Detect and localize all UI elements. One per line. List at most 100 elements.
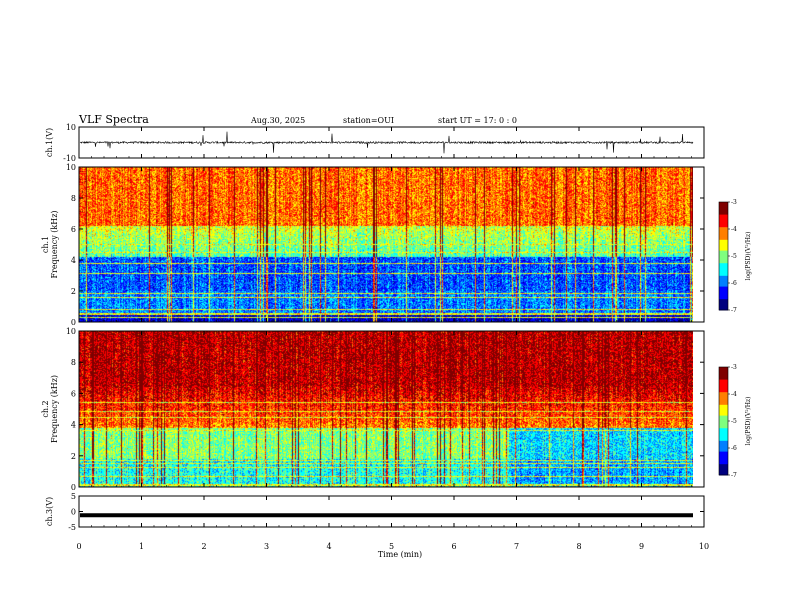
colorbar-swatch <box>719 290 728 293</box>
colorbar-swatch <box>719 392 728 395</box>
colorbar-swatch <box>719 248 728 252</box>
ch2-colorbar: -3 -4 -5 -6 -7 log(PSD)(V²/Hz) <box>718 364 752 479</box>
colorbar-swatch <box>719 428 728 431</box>
colorbar-swatch <box>719 419 728 422</box>
colorbar-swatch <box>719 220 728 223</box>
colorbar-swatch <box>719 433 728 436</box>
colorbar-swatch <box>719 306 728 309</box>
y-tick-label: 0 <box>71 508 76 517</box>
colorbar-swatch <box>719 457 728 460</box>
colorbar-swatch <box>719 286 728 289</box>
colorbar-swatch <box>719 394 728 397</box>
y-tick-label: 8 <box>71 194 76 203</box>
y-tick-label: 2 <box>71 452 76 461</box>
colorbar-tick-label: -7 <box>731 307 737 314</box>
colorbar-tick-label: -6 <box>731 280 737 287</box>
panel-frame <box>78 495 705 528</box>
colorbar-swatch <box>719 207 728 210</box>
colorbar-swatch <box>719 284 728 288</box>
x-axis-label: Time (min) <box>378 550 422 559</box>
colorbar-swatch <box>719 257 728 261</box>
colorbar-swatch <box>719 211 728 214</box>
colorbar-swatch <box>719 386 728 390</box>
colorbar-swatch <box>719 381 728 384</box>
date-label: Aug.30, 2025 <box>250 116 305 125</box>
y-axis-channel-label: ch.1 <box>41 236 50 253</box>
colorbar-swatch <box>719 446 728 449</box>
colorbar-swatch <box>719 202 728 205</box>
x-tick-label: 10 <box>699 542 709 551</box>
figure-title: VLF Spectra <box>78 113 149 126</box>
colorbar-swatch <box>719 430 728 433</box>
y-axis-label: Frequency (kHz) <box>50 375 59 443</box>
colorbar-swatch <box>719 292 728 295</box>
colorbar-swatch <box>719 301 728 304</box>
x-tick-label: 3 <box>264 542 269 551</box>
colorbar-label: log(PSD)(V²/Hz) <box>745 397 752 446</box>
y-tick-label: 6 <box>71 225 76 234</box>
colorbar-swatch <box>719 270 728 273</box>
colorbar-swatch <box>719 299 728 302</box>
y-axis-label: ch.3(V) <box>45 497 54 526</box>
spectrogram-canvas <box>79 331 693 487</box>
colorbar-tick-label: -7 <box>731 472 737 479</box>
colorbar-swatch <box>719 440 728 444</box>
x-tick-label: 7 <box>514 542 519 551</box>
colorbar-swatch <box>719 466 728 469</box>
colorbar-swatch <box>719 234 728 237</box>
y-tick-label: 2 <box>71 287 76 296</box>
colorbar-swatch <box>719 431 728 435</box>
colorbar-swatch <box>719 245 728 248</box>
colorbar-swatch <box>719 218 728 221</box>
y-tick-label: 0 <box>71 483 76 492</box>
colorbar-swatch <box>719 467 728 471</box>
y-tick-label: -5 <box>68 523 76 532</box>
colorbar-swatch <box>719 227 728 230</box>
spectrogram-canvas <box>79 167 693 322</box>
y-tick-label: 5 <box>71 492 76 501</box>
colorbar-swatch <box>719 275 728 279</box>
ch1-spectrogram-panel: 0 2 4 6 8 10 ch.1 Frequency (kHz) <box>41 163 705 327</box>
ch3-waveform-panel: 5 0 -5 ch.3(V) <box>45 492 705 532</box>
colorbar-swatch <box>719 216 728 219</box>
colorbar-tick-label: -4 <box>731 391 737 398</box>
colorbar-swatch <box>719 374 728 377</box>
colorbar-swatch <box>719 458 728 462</box>
y-tick-label: 0 <box>71 318 76 327</box>
colorbar-swatch <box>719 449 728 453</box>
y-axis-label: Frequency (kHz) <box>50 210 59 278</box>
colorbar-swatch <box>719 236 728 239</box>
colorbar-swatch <box>719 410 728 413</box>
colorbar-swatch <box>719 435 728 438</box>
colorbar-swatch <box>719 241 728 244</box>
ch1-colorbar: -3 -4 -5 -6 -7 log(PSD)(V²/Hz) <box>718 199 752 314</box>
colorbar-swatch <box>719 288 728 291</box>
colorbar-swatch <box>719 424 728 427</box>
station-label: station=OUI <box>343 116 394 125</box>
colorbar-swatch <box>719 283 728 286</box>
colorbar-swatch <box>719 254 728 257</box>
spectrogram-image <box>79 331 693 487</box>
colorbar-swatch <box>719 451 728 454</box>
colorbar-swatch <box>719 437 728 440</box>
colorbar-swatch <box>719 413 728 417</box>
colorbar-swatch <box>719 229 728 232</box>
colorbar-swatch <box>719 385 728 388</box>
start-time-label: start UT = 17: 0 : 0 <box>438 116 517 125</box>
y-tick-label: 4 <box>71 256 76 265</box>
colorbar-swatch <box>719 252 728 255</box>
colorbar-swatch <box>719 395 728 399</box>
colorbar-swatch <box>719 274 728 277</box>
colorbar-swatch <box>719 225 728 228</box>
colorbar-swatch <box>719 281 728 284</box>
colorbar-swatch <box>719 367 728 370</box>
colorbar-swatch <box>719 293 728 297</box>
colorbar-swatch <box>719 368 728 372</box>
colorbar-swatch <box>719 442 728 445</box>
y-tick-label: 6 <box>71 389 76 398</box>
colorbar-swatch <box>719 223 728 226</box>
y-axis-label: ch.1(V) <box>45 128 54 157</box>
colorbar-swatch <box>719 203 728 207</box>
x-tick-label: 9 <box>639 542 644 551</box>
